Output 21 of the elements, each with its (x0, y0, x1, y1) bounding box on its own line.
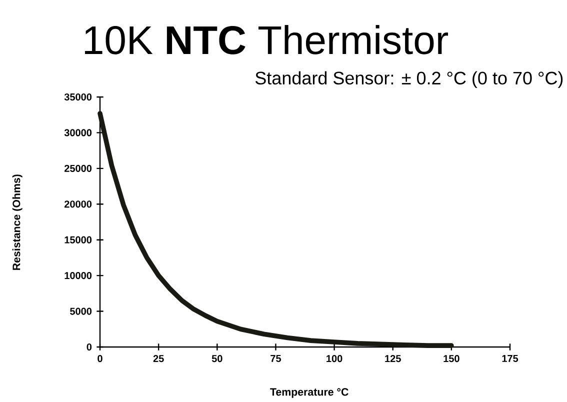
y-tick-label: 35000 (64, 93, 92, 100)
chart-title: 10K NTC Thermistor (85, 24, 448, 54)
x-tick-label: 50 (212, 354, 222, 362)
chart-subtitle: Standard Sensor: ± 0.2 °C (0 to 70 °C) (255, 71, 563, 88)
y-tick-label: 0 (86, 343, 92, 350)
x-tick-label: 75 (270, 354, 282, 362)
y-axis-title: Resistance (Ohms) (12, 174, 22, 270)
y-tick-label: 30000 (64, 129, 92, 136)
y-tick-label: 15000 (64, 236, 92, 244)
y-tick-label: 25000 (64, 164, 92, 172)
line-series (98, 110, 454, 348)
y-tick-label: 5000 (70, 308, 92, 315)
x-tick-label: 25 (153, 354, 164, 362)
x-tick-label: 150 (444, 354, 460, 362)
y-tick-label: 10000 (64, 272, 92, 279)
x-tick-label: 175 (502, 354, 518, 362)
x-tick-label: 100 (326, 354, 342, 362)
x-axis-title: Temperature °C (270, 388, 348, 398)
x-tick-label: 0 (98, 354, 102, 362)
x-tick-label: 125 (385, 354, 401, 362)
y-tick-label: 20000 (64, 200, 92, 208)
